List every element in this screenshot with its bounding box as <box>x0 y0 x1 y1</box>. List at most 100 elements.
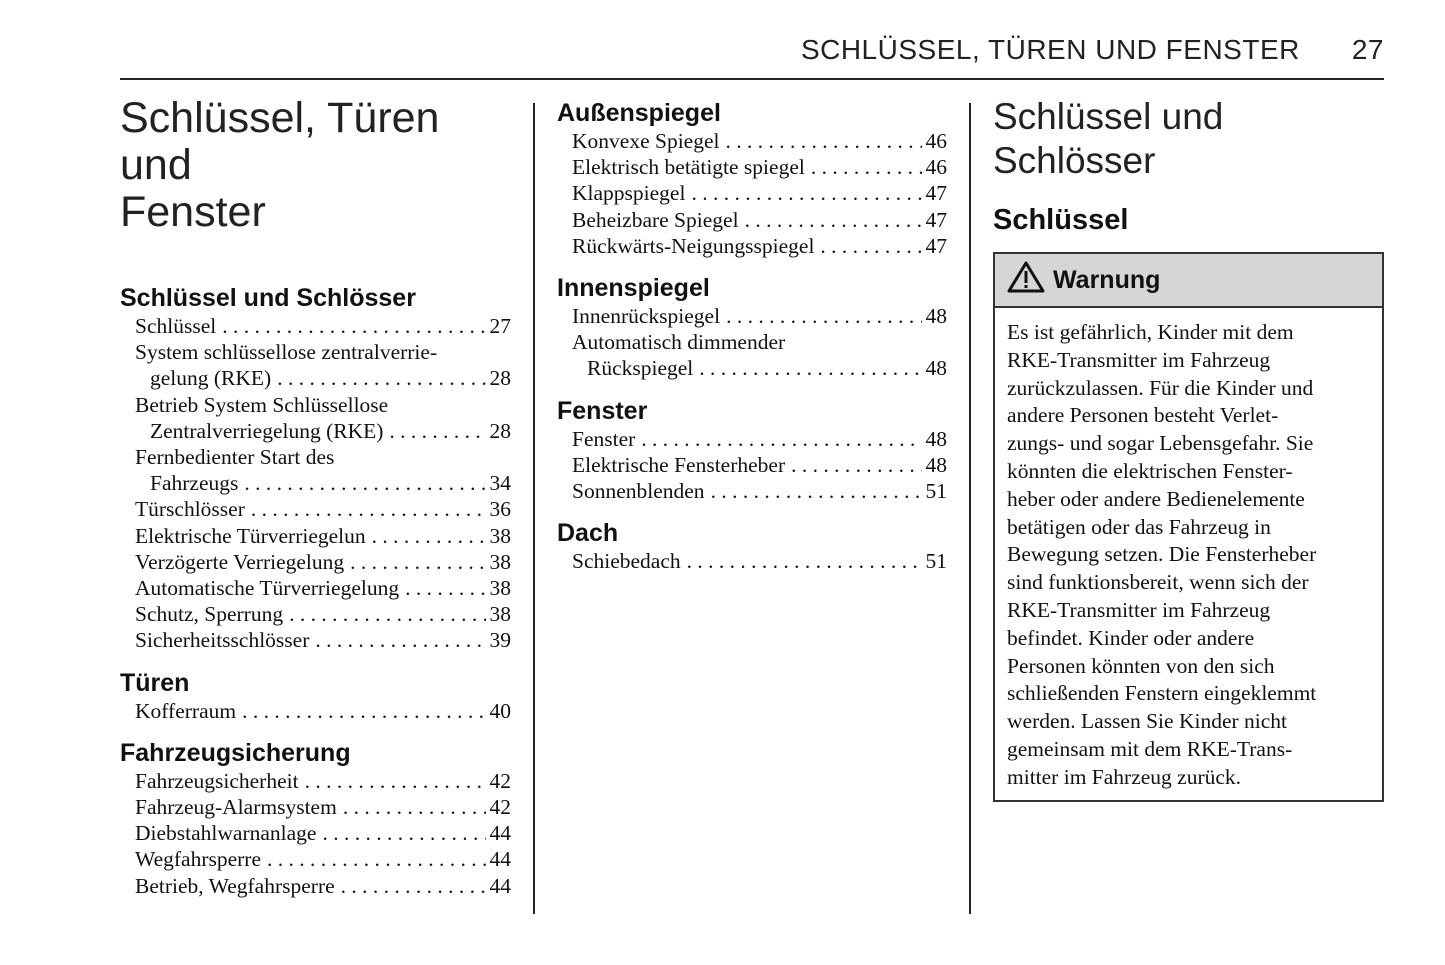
toc-page-number: 44 <box>489 847 512 872</box>
toc-entry[interactable]: Beheizbare Spiegel 47 <box>557 207 947 233</box>
toc-entry-line: Betrieb, Wegfahrsperre 44 <box>120 873 511 899</box>
toc-entry[interactable]: Klappspiegel 47 <box>557 180 947 206</box>
warning-text-line: zungs- und sogar Lebensgefahr. Sie <box>1007 431 1314 456</box>
toc-page-number: 38 <box>489 549 512 574</box>
dot-leader <box>341 873 486 899</box>
warning-text-line: befindet. Kinder oder andere <box>1007 625 1255 650</box>
toc-entry-label: Rückwärts-Neigungsspiegel <box>572 233 815 258</box>
toc-entry-label: Fernbedienter Start des <box>135 445 335 470</box>
toc-entry-line: Elektrisch betätigte spiegel 46 <box>557 154 947 180</box>
warning-label: Warnung <box>1053 265 1161 294</box>
toc-entry-line: Innenrückspiegel 48 <box>557 303 947 329</box>
toc-entry-line: Rückspiegel 48 <box>557 355 947 381</box>
dot-leader <box>745 207 922 233</box>
toc-page-number: 47 <box>925 181 948 206</box>
toc-entry[interactable]: Elektrische Türverriegelun 38 <box>120 523 511 549</box>
toc-entry-label: Kofferraum <box>135 698 237 723</box>
column-divider <box>969 103 971 914</box>
dot-leader <box>305 768 486 794</box>
dot-leader <box>691 180 921 206</box>
toc-entry-label: Zentralverriegelung (RKE) <box>150 418 384 443</box>
toc-section: FahrzeugsicherungFahrzeugsicherheit42Fah… <box>120 738 511 899</box>
toc-entry[interactable]: Konvexe Spiegel 46 <box>557 128 947 154</box>
toc-page-number: 47 <box>925 207 948 232</box>
page-number: 27 <box>1351 34 1384 65</box>
dot-leader <box>222 313 485 339</box>
toc-entry-label: Sicherheitsschlösser <box>135 628 310 653</box>
toc-entry[interactable]: Kofferraum 40 <box>120 698 511 724</box>
toc-section-heading: Fenster <box>557 396 648 425</box>
toc-entry[interactable]: Elektrisch betätigte spiegel 46 <box>557 154 947 180</box>
toc-entry[interactable]: Sicherheitsschlösser 39 <box>120 627 511 653</box>
toc-page-number: 51 <box>925 479 948 504</box>
toc-entry[interactable]: Fenster 48 <box>557 426 947 452</box>
toc-page-number: 28 <box>489 366 512 391</box>
toc-entry[interactable]: System schlüssellose zentralverrie-gelun… <box>120 339 511 391</box>
toc-page-number: 38 <box>489 602 512 627</box>
toc-entry-label: System schlüssellose zentralverrie- <box>135 340 438 365</box>
toc-entry-line: Fenster 48 <box>557 426 947 452</box>
dot-leader <box>289 601 485 627</box>
toc-entry[interactable]: Schlüssel 27 <box>120 313 511 339</box>
toc-entry-line: Elektrische Fensterheber 48 <box>557 452 947 478</box>
warning-text-line: Es ist gefährlich, Kinder mit dem <box>1007 320 1294 344</box>
toc-entry-label: Fahrzeug-Alarmsystem <box>135 795 337 820</box>
toc-entry-label: Wegfahrsperre <box>135 847 261 872</box>
toc-page-number: 44 <box>489 873 512 898</box>
toc-page-number: 51 <box>925 549 948 574</box>
dot-leader <box>820 233 921 259</box>
toc-entry-label: Verzögerte Verriegelung <box>135 549 345 574</box>
toc-entry[interactable]: Automatische Türverriegelung 38 <box>120 575 511 601</box>
chapter-title-line: Fenster <box>120 188 266 236</box>
toc-entry-label: Elektrische Türverriegelun <box>135 523 366 548</box>
header-rule <box>120 78 1384 80</box>
toc-entry-label: Beheizbare Spiegel <box>572 207 739 232</box>
toc-entry[interactable]: Türschlösser 36 <box>120 496 511 522</box>
toc-entry[interactable]: Sonnenblenden 51 <box>557 478 947 504</box>
toc-page-number: 46 <box>925 129 948 153</box>
toc-entry[interactable]: Wegfahrsperre 44 <box>120 846 511 872</box>
dot-leader <box>251 496 486 522</box>
toc-entry[interactable]: Diebstahlwarnanlage 44 <box>120 820 511 846</box>
toc-entry[interactable]: Rückwärts-Neigungsspiegel 47 <box>557 233 947 259</box>
warning-text-line: RKE-Transmitter im Fahrzeug <box>1007 347 1271 372</box>
toc-entry[interactable]: Betrieb System Schlüssellose Zentralverri… <box>120 392 511 444</box>
toc-entry-label: Sonnenblenden <box>572 479 705 504</box>
warning-text-line: heber oder andere Bedienelemente <box>1007 486 1305 511</box>
toc-entry-label: Rückspiegel <box>587 356 694 381</box>
dot-leader <box>389 418 485 444</box>
toc-entry-line: Fernbedienter Start des <box>120 444 511 470</box>
toc-entry[interactable]: Fahrzeug-Alarmsystem 42 <box>120 794 511 820</box>
toc-entry[interactable]: Innenrückspiegel 48 <box>557 303 947 329</box>
toc-entry[interactable]: Fahrzeugsicherheit 42 <box>120 768 511 794</box>
toc-entry[interactable]: Schutz, Sperrung 38 <box>120 601 511 627</box>
toc-entry[interactable]: Betrieb, Wegfahrsperre 44 <box>120 873 511 899</box>
warning-triangle-icon <box>1007 261 1045 300</box>
toc-entry-line: Betrieb System Schlüssellose <box>120 392 511 418</box>
toc-entry-line: Diebstahlwarnanlage 44 <box>120 820 511 846</box>
toc-section-heading: Schlüssel und Schlösser <box>120 284 416 312</box>
toc-entry-label: gelung (RKE) <box>150 366 272 391</box>
warning-text-line: zurückzulassen. Für die Kinder und <box>1007 375 1314 400</box>
warning-text-line: werden. Lassen Sie Kinder nicht <box>1007 709 1288 734</box>
toc-section: InnenspiegelInnenrückspiegel48Automatisc… <box>557 273 947 382</box>
toc-entry-line: Verzögerte Verriegelung 38 <box>120 549 511 575</box>
dot-leader <box>372 523 486 549</box>
toc-entry-label: Elektrisch betätigte spiegel <box>572 155 805 180</box>
dot-leader <box>699 355 921 381</box>
toc-entry[interactable]: Elektrische Fensterheber 48 <box>557 452 947 478</box>
toc-page-number: 38 <box>489 576 512 601</box>
toc-page-number: 28 <box>489 418 512 443</box>
dot-leader <box>811 154 922 180</box>
toc-entry[interactable]: Schiebedach 51 <box>557 548 947 574</box>
toc-entry[interactable]: Verzögerte Verriegelung 38 <box>120 549 511 575</box>
dot-leader <box>791 452 921 478</box>
toc-page-number: 36 <box>489 497 512 522</box>
warning-text-line: schließenden Fenstern eingeklemmt <box>1007 681 1317 706</box>
toc-section-heading: Außenspiegel <box>557 99 721 127</box>
toc-page-number: 40 <box>489 698 512 723</box>
toc-entry-label: Automatisch dimmender <box>572 330 786 355</box>
